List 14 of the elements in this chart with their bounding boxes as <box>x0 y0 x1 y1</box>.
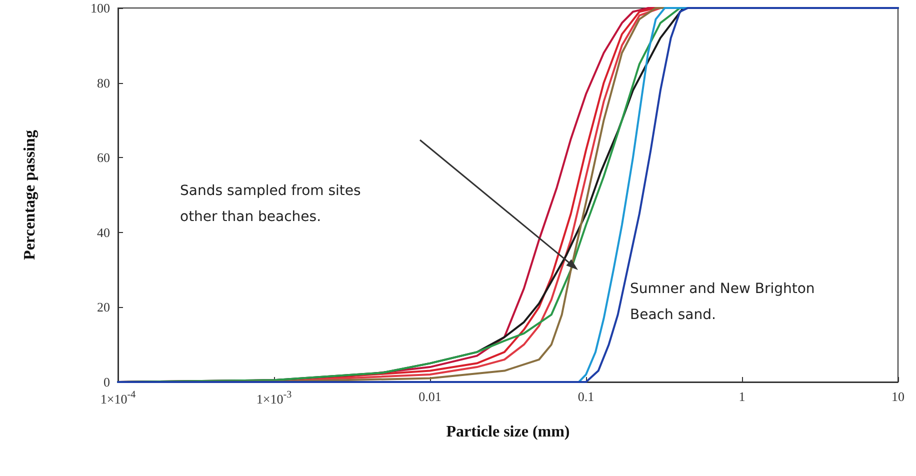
y-tick-label: 60 <box>97 150 110 166</box>
y-tick-label: 40 <box>97 224 110 240</box>
annotation: Sands sampled from sites other than beaches. <box>180 182 362 227</box>
y-tick-label: 80 <box>97 75 110 90</box>
y-tick-label: 20 <box>97 300 110 315</box>
y-axis-title: Percentage passing <box>22 130 38 260</box>
x-tick-label: 10 <box>892 389 904 404</box>
x-tick-label: 0.1 <box>578 389 594 404</box>
x-tick-label: 0.01 <box>418 389 442 404</box>
y-tick-label: 100 <box>90 0 110 16</box>
x-tick-label: 1 <box>738 389 746 404</box>
y-tick-label: 0 <box>104 374 110 390</box>
annotation: Sumner and New Brighton Beach sand. <box>630 280 816 325</box>
x-axis-title: Particle size (mm) <box>446 424 570 440</box>
